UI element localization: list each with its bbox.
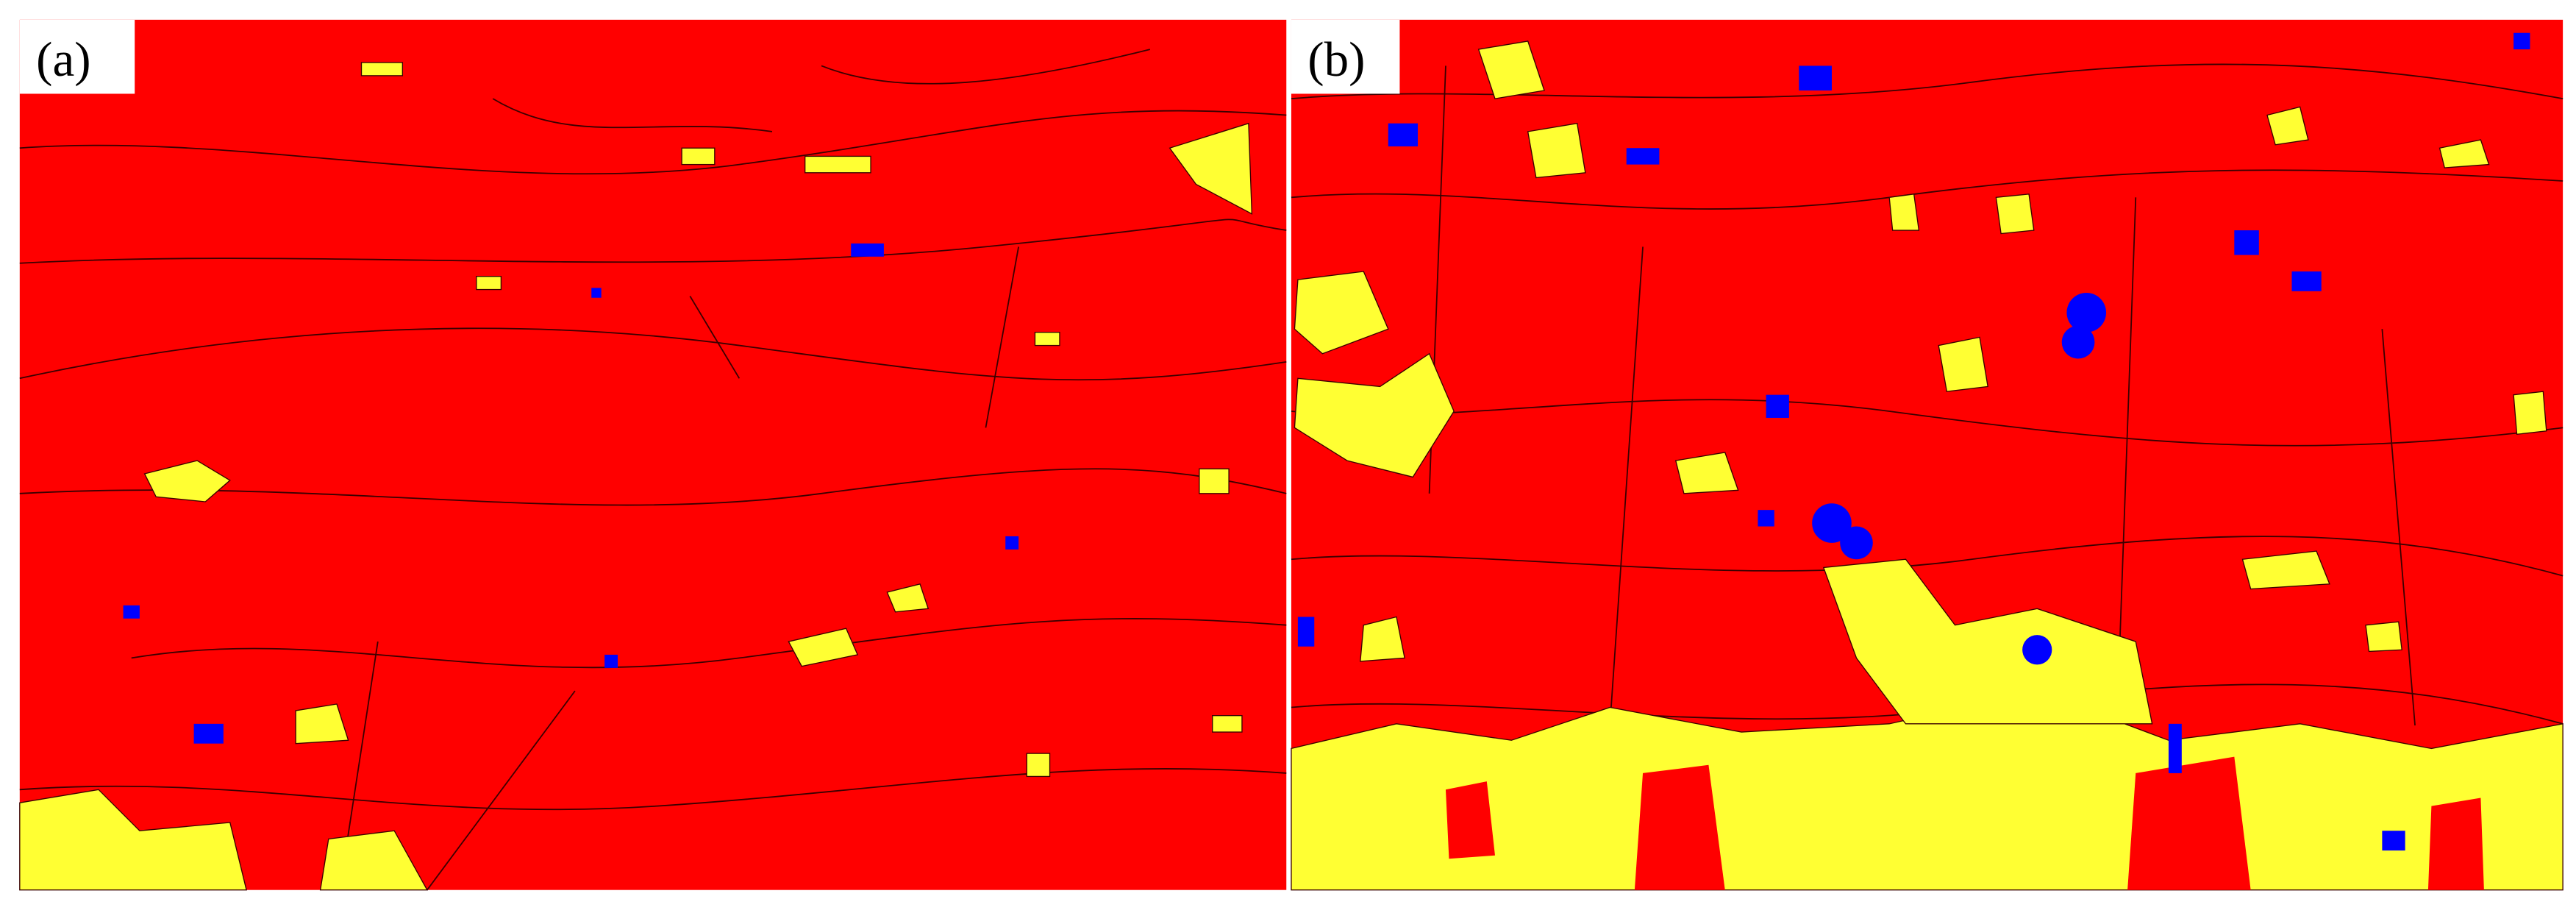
red-patches (1445, 756, 2484, 890)
panel-b: (b) (1291, 19, 2563, 891)
blue-phase (1297, 32, 2530, 851)
panel-a: (a) (19, 19, 1287, 891)
yellow-phase (1291, 40, 2563, 891)
blue-phase (123, 243, 1019, 744)
label-box (1291, 19, 1400, 94)
grain-boundaries (19, 49, 1287, 891)
phase-map (19, 19, 1287, 890)
panel-label: (a) (36, 32, 90, 87)
label-box (19, 19, 135, 94)
panel-label: (b) (1307, 32, 1365, 87)
yellow-phase (19, 62, 1253, 891)
